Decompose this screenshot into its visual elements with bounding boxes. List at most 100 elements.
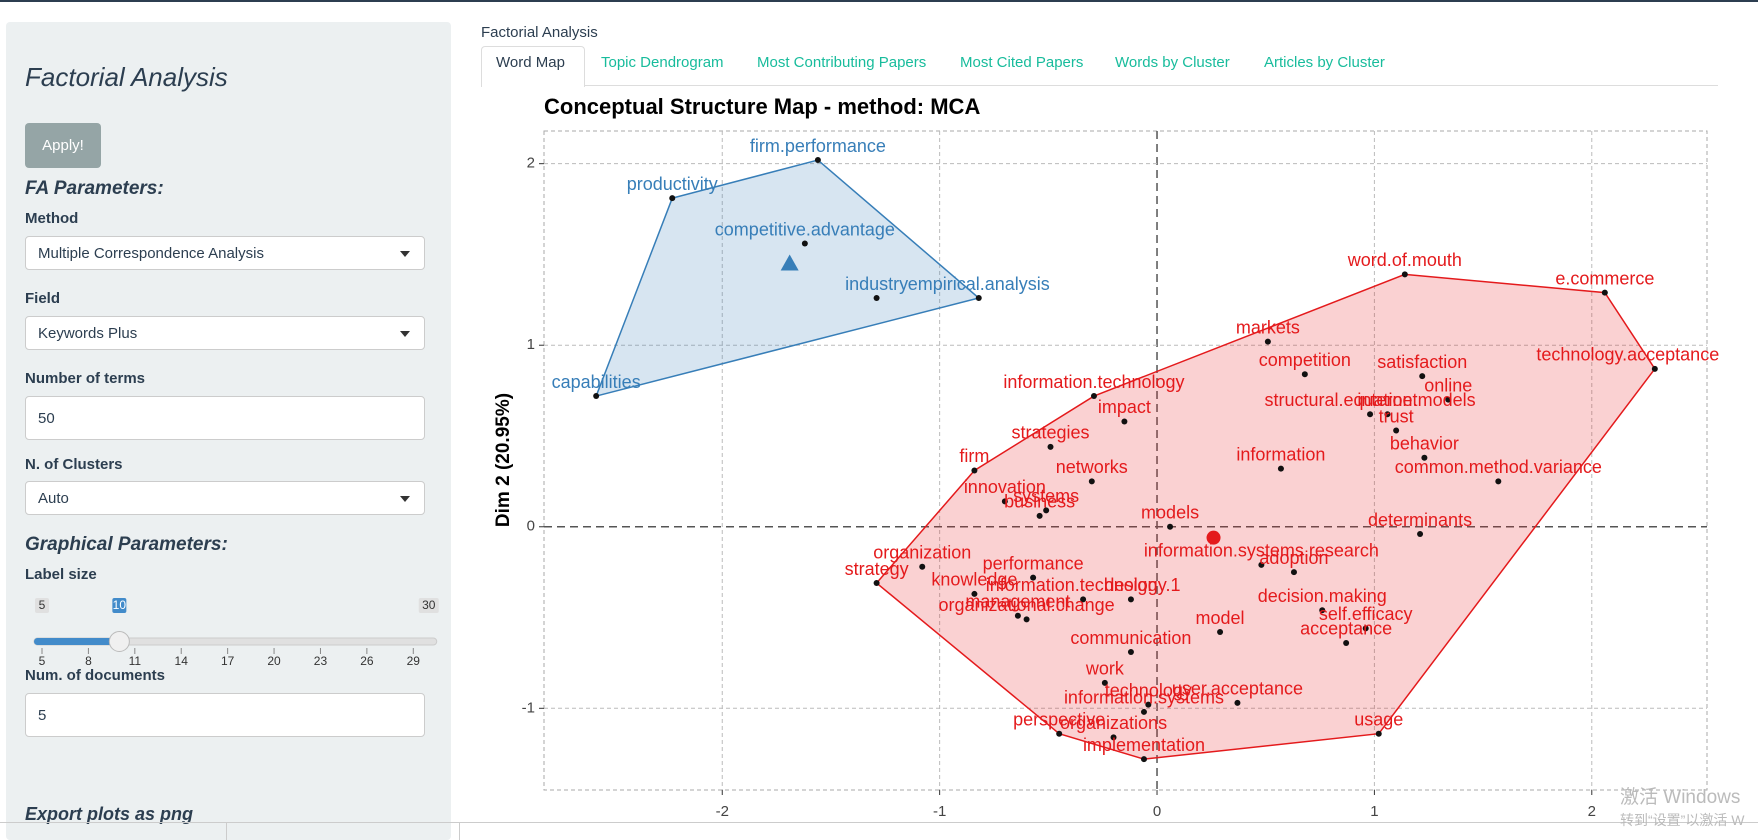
- point-label: word.of.mouth: [1347, 250, 1462, 270]
- x-tick-label: 1: [1370, 803, 1378, 820]
- point-label: competition: [1259, 350, 1351, 370]
- terms-input[interactable]: 50: [25, 396, 425, 440]
- slider[interactable]: 5 30 10 5 8 11 14 17 20 23 26 29: [6, 584, 451, 674]
- centroid: [1206, 530, 1221, 545]
- slider-min-label: 5: [39, 598, 46, 612]
- x-tick-label: -2: [716, 803, 729, 820]
- cluster-hull: [875, 273, 1656, 760]
- point: [1043, 507, 1050, 514]
- point: [1101, 679, 1108, 686]
- point-label: business: [1004, 492, 1075, 512]
- point-label: technology.acceptance.model: [1536, 345, 1720, 365]
- point-label: knowledge: [931, 570, 1017, 590]
- point-label: design: [1104, 575, 1157, 595]
- point: [1601, 289, 1608, 296]
- point: [1264, 338, 1271, 345]
- x-tick-label: 2: [1588, 803, 1596, 820]
- point: [1047, 443, 1054, 450]
- point-label: strategy: [845, 559, 909, 579]
- y-axis-label: Dim 2 (20.95%): [493, 393, 514, 527]
- slider-tick-label: 26: [360, 654, 374, 668]
- bottom-divider: [226, 822, 227, 840]
- slider-tick-label: 14: [175, 654, 189, 668]
- y-tick-label: -1: [522, 699, 535, 716]
- label-size-label: Label size: [25, 566, 97, 583]
- point: [1088, 478, 1095, 485]
- active-tab-box: [481, 46, 585, 87]
- point: [1384, 411, 1391, 418]
- tab[interactable]: Most Contributing Papers: [757, 54, 927, 71]
- point: [1036, 512, 1043, 519]
- point-label: innovation: [964, 477, 1046, 497]
- point-label: perspective: [1013, 709, 1105, 729]
- slider-handle: [108, 631, 130, 652]
- slider-bubble: [418, 598, 439, 613]
- point: [1419, 373, 1426, 380]
- point-label: self.efficacy: [1319, 604, 1413, 624]
- point: [971, 467, 978, 474]
- docs-label: Num. of documents: [25, 667, 166, 684]
- tab[interactable]: Words by Cluster: [1115, 54, 1230, 71]
- field-label: Field: [25, 290, 61, 307]
- point: [1651, 365, 1658, 372]
- point: [1030, 574, 1037, 581]
- point-label: information.technology.1: [986, 575, 1181, 595]
- point: [1127, 596, 1134, 603]
- graph-heading: Graphical Parameters:: [25, 534, 228, 555]
- point: [975, 295, 982, 302]
- point-label: networks: [1056, 457, 1128, 477]
- point: [1258, 561, 1265, 568]
- point-label: strategies: [1011, 423, 1089, 443]
- clusters-value: Auto: [38, 490, 69, 507]
- point: [593, 393, 600, 400]
- slider-tick-label: 29: [407, 654, 421, 668]
- watermark-line: 激活 Windows: [1620, 787, 1741, 808]
- slider-bubble: [35, 598, 49, 613]
- method-select[interactable]: Multiple Correspondence Analysis: [25, 236, 425, 270]
- point-label: work: [1085, 659, 1125, 679]
- point-label: organizations: [1060, 713, 1167, 733]
- point-label: models: [1141, 503, 1199, 523]
- slider-fill: [34, 638, 120, 645]
- point-label: productivity: [627, 174, 718, 194]
- point: [971, 590, 978, 597]
- point-label: user.acceptance: [1172, 679, 1303, 699]
- point-label: information.systems: [1064, 688, 1224, 708]
- x-tick-label: 0: [1153, 803, 1161, 820]
- point-label: behavior: [1390, 434, 1459, 454]
- docs-input[interactable]: 5: [25, 693, 425, 737]
- point-label: empirical.analysis: [908, 274, 1050, 294]
- tab[interactable]: Topic Dendrogram: [601, 54, 724, 71]
- point: [1110, 734, 1117, 741]
- point-label: organizational.change: [939, 595, 1115, 615]
- field-select[interactable]: Keywords Plus: [25, 316, 425, 350]
- watermark-line: 转到“设置”以激活 W: [1620, 812, 1745, 828]
- tab[interactable]: Articles by Cluster: [1264, 54, 1385, 71]
- point-label: internet: [1357, 390, 1417, 410]
- point-label: common.method.variance: [1395, 457, 1602, 477]
- point: [1001, 498, 1008, 505]
- point: [1343, 639, 1350, 646]
- point: [1393, 427, 1400, 434]
- slider-bubble: [112, 598, 127, 613]
- point-label: online: [1424, 375, 1472, 395]
- point-label: decision.making: [1258, 586, 1387, 606]
- point: [1080, 596, 1087, 603]
- point: [1145, 701, 1152, 708]
- point-label: trust: [1379, 406, 1414, 426]
- apply-button[interactable]: Apply!: [25, 123, 101, 168]
- method-label: Method: [25, 210, 79, 227]
- clusters-select[interactable]: Auto: [25, 481, 425, 515]
- tab[interactable]: Word Map: [496, 54, 565, 71]
- slider-max-label: 30: [422, 598, 436, 612]
- point-label: determinants: [1368, 510, 1472, 530]
- tab[interactable]: Most Cited Papers: [960, 54, 1084, 71]
- tab-line: [481, 85, 1718, 86]
- point: [801, 240, 808, 247]
- point-label: communication: [1070, 628, 1191, 648]
- point-label: markets: [1236, 317, 1300, 337]
- point: [1445, 396, 1452, 403]
- point-label: industry: [845, 274, 908, 294]
- point-label: e.commerce: [1555, 268, 1654, 288]
